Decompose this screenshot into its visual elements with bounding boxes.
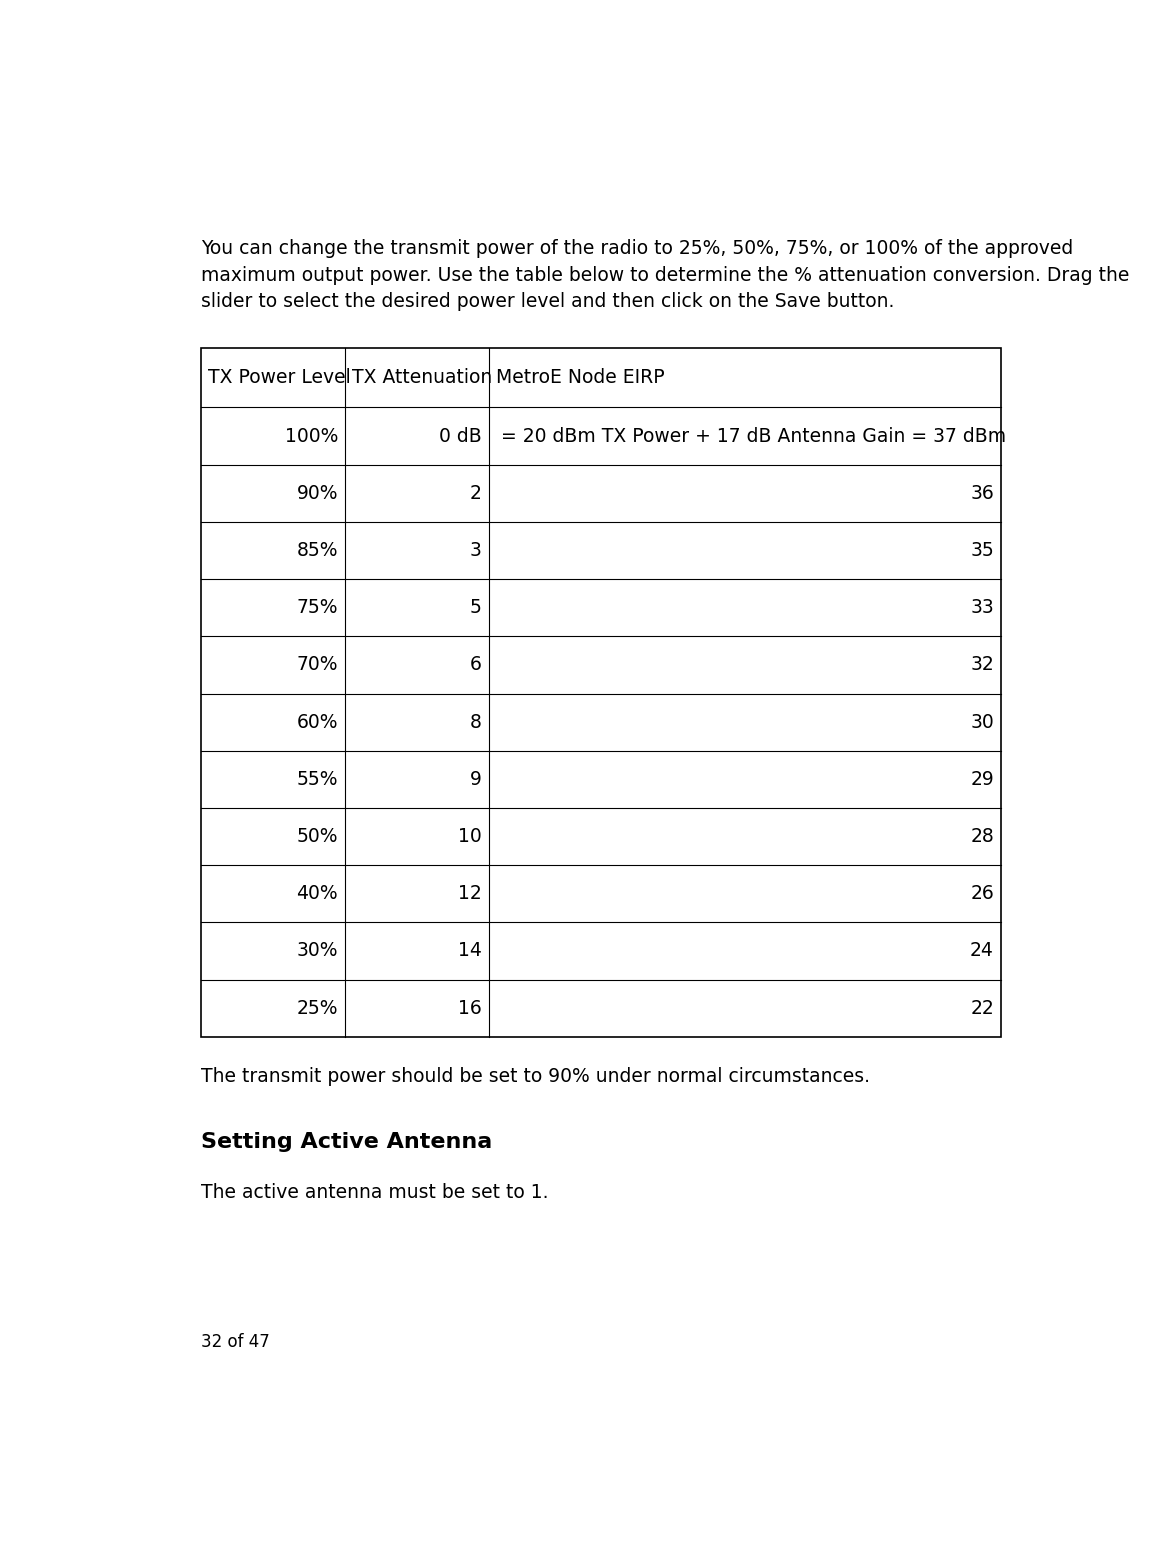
Text: 30%: 30%	[297, 941, 338, 960]
Text: 55%: 55%	[297, 769, 338, 789]
Text: MetroE Node EIRP: MetroE Node EIRP	[496, 368, 665, 387]
Text: 30: 30	[970, 712, 994, 732]
Text: TX Power Level: TX Power Level	[209, 368, 351, 387]
Text: 26: 26	[970, 884, 994, 904]
Text: TX Attenuation: TX Attenuation	[352, 368, 493, 387]
Text: = 20 dBm TX Power + 17 dB Antenna Gain = 37 dBm: = 20 dBm TX Power + 17 dB Antenna Gain =…	[501, 427, 1006, 446]
Text: 90%: 90%	[297, 485, 338, 503]
Text: 29: 29	[970, 769, 994, 789]
Text: 33: 33	[970, 598, 994, 618]
Text: 5: 5	[470, 598, 482, 618]
Text: 2: 2	[470, 485, 482, 503]
Text: 10: 10	[459, 827, 482, 847]
Text: 85%: 85%	[297, 540, 338, 560]
Text: 6: 6	[470, 655, 482, 675]
Text: 100%: 100%	[285, 427, 338, 446]
Text: maximum output power. Use the table below to determine the % attenuation convers: maximum output power. Use the table belo…	[202, 266, 1130, 285]
Text: 70%: 70%	[297, 655, 338, 675]
Text: 36: 36	[970, 485, 994, 503]
Text: 0 dB: 0 dB	[439, 427, 482, 446]
Text: Setting Active Antenna: Setting Active Antenna	[202, 1132, 493, 1152]
Text: 9: 9	[470, 769, 482, 789]
Text: The transmit power should be set to 90% under normal circumstances.: The transmit power should be set to 90% …	[202, 1067, 870, 1085]
Text: slider to select the desired power level and then click on the Save button.: slider to select the desired power level…	[202, 293, 895, 311]
Text: 60%: 60%	[297, 712, 338, 732]
Text: The active antenna must be set to 1.: The active antenna must be set to 1.	[202, 1183, 549, 1203]
Text: 16: 16	[459, 998, 482, 1017]
Text: 32: 32	[970, 655, 994, 675]
Text: 8: 8	[470, 712, 482, 732]
Text: 50%: 50%	[297, 827, 338, 847]
Text: 75%: 75%	[297, 598, 338, 618]
Text: 12: 12	[459, 884, 482, 904]
Text: 35: 35	[970, 540, 994, 560]
Text: 22: 22	[970, 998, 994, 1017]
Text: 3: 3	[470, 540, 482, 560]
Text: 25%: 25%	[297, 998, 338, 1017]
Text: 24: 24	[970, 941, 994, 960]
Text: You can change the transmit power of the radio to 25%, 50%, 75%, or 100% of the : You can change the transmit power of the…	[202, 240, 1073, 259]
Text: 28: 28	[970, 827, 994, 847]
Text: 32 of 47: 32 of 47	[202, 1333, 270, 1351]
Text: 14: 14	[457, 941, 482, 960]
Text: 40%: 40%	[297, 884, 338, 904]
